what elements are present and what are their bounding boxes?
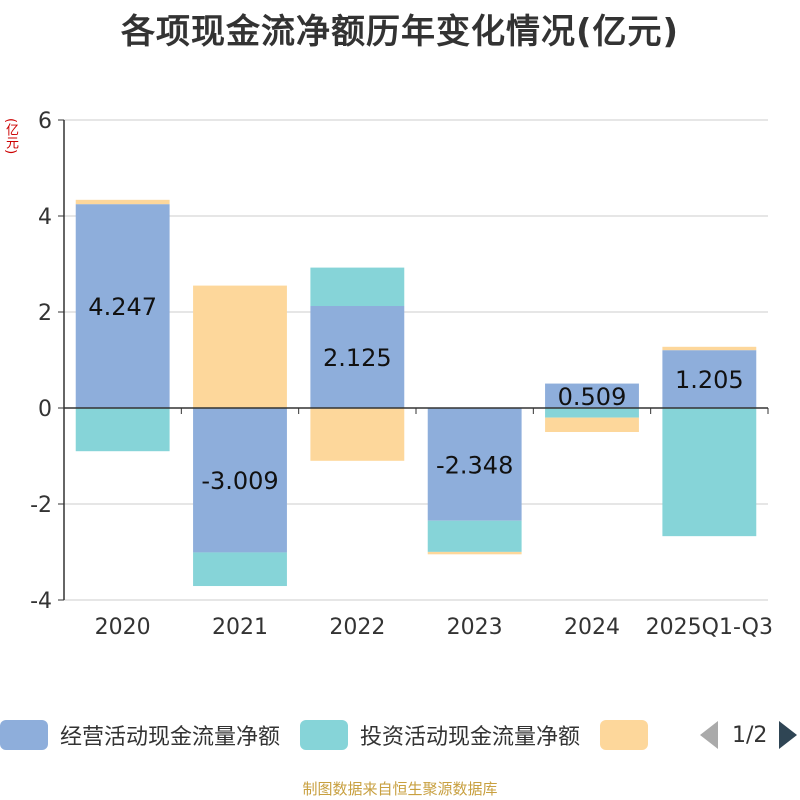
x-tick-label: 2025Q1-Q3 bbox=[646, 615, 773, 640]
next-page-icon[interactable] bbox=[779, 721, 798, 749]
bar-segment-3-2024 bbox=[545, 417, 639, 432]
legend-item-operating[interactable]: 经营活动现金流量净额 bbox=[0, 719, 280, 751]
bar-segment-1-2020 bbox=[75, 204, 170, 408]
data-label: -2.348 bbox=[436, 451, 513, 479]
bar-segment-3-2023 bbox=[427, 551, 522, 555]
legend-label-investing: 投资活动现金流量净额 bbox=[360, 725, 581, 750]
legend-page-indicator: 1/2 bbox=[732, 722, 768, 748]
legend-swatch-financing bbox=[600, 720, 649, 750]
bar-segment-3-2025Q1-Q3 bbox=[662, 346, 757, 351]
legend-swatch-operating bbox=[0, 720, 48, 750]
bar-segment-1-2023 bbox=[427, 408, 522, 521]
y-tick-label: -4 bbox=[30, 589, 52, 614]
y-tick-label: 2 bbox=[38, 301, 52, 326]
bar-segment-1-2024 bbox=[545, 383, 639, 408]
bar-segment-3-2022 bbox=[310, 408, 405, 461]
data-label: 1.205 bbox=[675, 366, 744, 394]
bar-segment-2-2024 bbox=[545, 408, 639, 418]
bar-segment-2-2025Q1-Q3 bbox=[662, 408, 757, 537]
x-tick-label: 2021 bbox=[212, 615, 268, 640]
bar-segment-2-2020 bbox=[75, 408, 170, 452]
y-tick-label: 6 bbox=[38, 109, 52, 134]
data-source-note: 制图数据来自恒生聚源数据库 bbox=[302, 780, 498, 798]
bar-chart: 6 4 2 0 -2 -4 4.247 2020 -3.009 2021 2.125 2022 -2.3… bbox=[30, 109, 773, 640]
bar-segment-3-2020 bbox=[75, 199, 170, 205]
x-tick-label: 2023 bbox=[447, 615, 503, 640]
y-tick-label: 0 bbox=[38, 397, 52, 422]
legend: 经营活动现金流量净额 投资活动现金流量净额 bbox=[0, 716, 680, 754]
legend-item-investing[interactable]: 投资活动现金流量净额 bbox=[300, 719, 580, 751]
legend-label-operating: 经营活动现金流量净额 bbox=[60, 725, 281, 750]
data-label: 2.125 bbox=[323, 344, 392, 372]
legend-pager: 1/2 bbox=[700, 716, 798, 754]
bar-segment-2-2022 bbox=[310, 267, 405, 306]
chart-title: 各项现金流净额历年变化情况(亿元) bbox=[120, 12, 680, 52]
y-tick-label: 4 bbox=[38, 205, 52, 230]
x-tick-label: 2022 bbox=[329, 615, 385, 640]
x-tick-label: 2020 bbox=[95, 615, 151, 640]
legend-swatch-investing bbox=[300, 720, 349, 750]
bar-segment-1-2021 bbox=[193, 408, 287, 553]
bar-segment-2-2021 bbox=[193, 552, 287, 587]
bar-segment-2-2023 bbox=[427, 520, 522, 552]
legend-item-financing[interactable] bbox=[600, 720, 660, 750]
y-tick-label: -2 bbox=[30, 493, 52, 518]
bar-segment-3-2021 bbox=[193, 285, 287, 408]
x-tick-label: 2024 bbox=[564, 615, 620, 640]
data-label: 4.247 bbox=[88, 293, 157, 321]
data-label: -3.009 bbox=[201, 467, 278, 495]
bar-segment-1-2025Q1-Q3 bbox=[662, 350, 757, 408]
y-axis-unit: (亿元) bbox=[3, 118, 18, 155]
bar-segment-1-2022 bbox=[310, 306, 405, 408]
data-label: 0.509 bbox=[558, 383, 627, 411]
prev-page-icon[interactable] bbox=[700, 721, 718, 749]
